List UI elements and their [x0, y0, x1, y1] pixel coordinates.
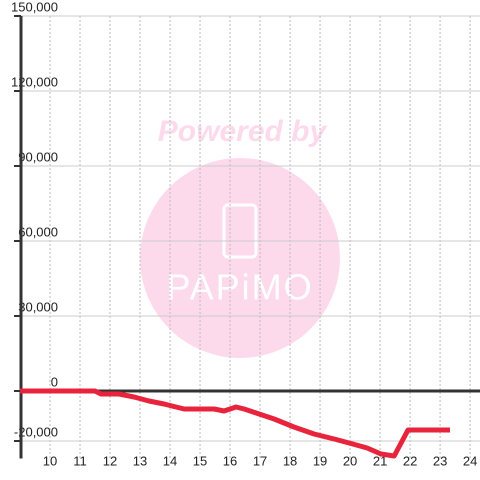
x-tick-label: 17	[253, 453, 267, 468]
x-tick-label: 20	[343, 453, 357, 468]
y-tick-label: 150,000	[11, 0, 58, 14]
y-tick-label: -20,000	[14, 424, 58, 439]
x-tick-label: 19	[313, 453, 327, 468]
x-tick-label: 12	[103, 453, 117, 468]
y-tick-label: 90,000	[18, 149, 58, 164]
watermark-title: Powered by	[158, 115, 328, 148]
x-tick-label: 24	[463, 453, 477, 468]
x-tick-label: 10	[43, 453, 57, 468]
x-tick-label: 22	[403, 453, 417, 468]
x-tick-label: 13	[133, 453, 147, 468]
y-tick-label: 30,000	[18, 299, 58, 314]
x-tick-label: 18	[283, 453, 297, 468]
x-tick-label: 14	[163, 453, 177, 468]
x-tick-label: 11	[73, 453, 87, 468]
x-tick-label: 23	[433, 453, 447, 468]
y-tick-label: 60,000	[18, 224, 58, 239]
watermark-icon	[222, 203, 258, 259]
x-tick-label: 15	[193, 453, 207, 468]
line	[20, 388, 450, 459]
y-tick-label: 0	[51, 374, 58, 389]
y-tick-label: 120,000	[11, 74, 58, 89]
watermark-logo: PAPiMO	[166, 267, 313, 308]
x-tick-label: 16	[223, 453, 237, 468]
x-tick-label: 21	[373, 453, 387, 468]
